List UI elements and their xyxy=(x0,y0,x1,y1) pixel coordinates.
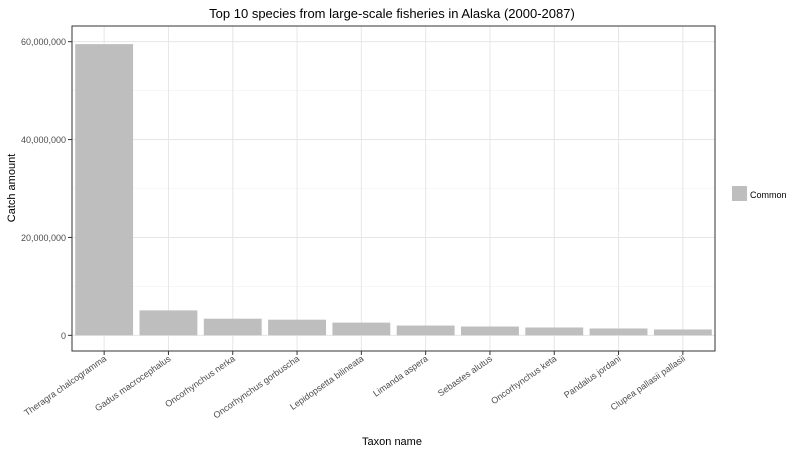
legend-swatch xyxy=(732,186,747,201)
y-tick-label: 60,000,000 xyxy=(21,37,66,47)
x-axis-label: Taxon name xyxy=(362,436,422,448)
bar xyxy=(396,325,455,336)
bar xyxy=(139,310,198,336)
bar xyxy=(653,329,712,336)
y-tick-label: 20,000,000 xyxy=(21,233,66,243)
y-tick-label: 40,000,000 xyxy=(21,135,66,145)
bar xyxy=(332,322,391,336)
x-tick-label: Oncorhynchus keta xyxy=(489,353,558,406)
bar xyxy=(75,44,134,336)
x-tick-label: Limanda aspera xyxy=(371,353,430,398)
legend: Common xyxy=(732,186,787,201)
bar xyxy=(203,318,262,336)
y-axis-label: Catch amount xyxy=(6,154,18,222)
x-tick-label: Sebastes alutus xyxy=(436,353,495,398)
bar xyxy=(268,319,326,336)
panel-border xyxy=(71,25,716,352)
plot-panel: 020,000,00040,000,00060,000,000Theragra … xyxy=(21,25,716,420)
y-tick-label: 0 xyxy=(61,331,66,341)
bar xyxy=(589,328,648,336)
bar xyxy=(461,326,519,336)
x-tick-label: Pandalus jordani xyxy=(562,353,623,400)
chart-title: Top 10 species from large-scale fisherie… xyxy=(209,6,575,21)
legend-label: Common xyxy=(750,190,787,200)
x-tick-label: Oncorhynchus nerka xyxy=(163,353,237,409)
bar xyxy=(525,327,584,336)
